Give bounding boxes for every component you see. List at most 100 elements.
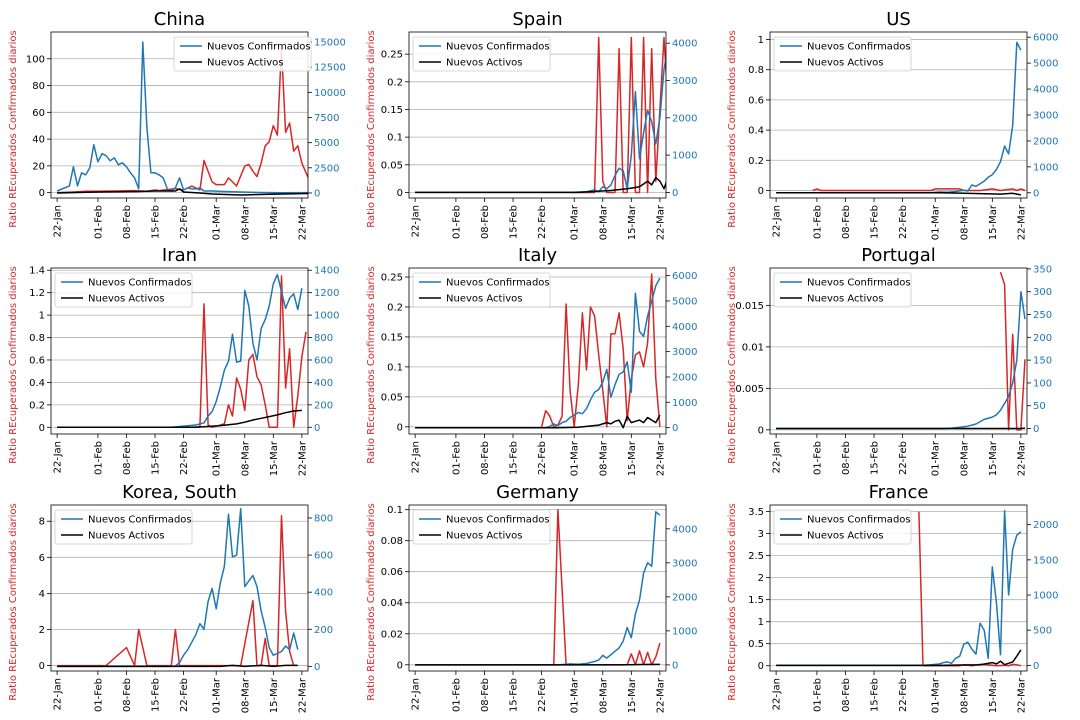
x-tick-label: 22-Feb <box>179 678 190 712</box>
y-right-tick-label: 5000 <box>1033 59 1058 70</box>
y-right-tick-label: 400 <box>314 378 333 389</box>
y-right-tick-label: 2500 <box>314 163 339 174</box>
legend-label-active: Nuevos Activos <box>88 294 165 305</box>
x-tick-label: 15-Feb <box>870 205 881 239</box>
chart-panel-china: 0 20 40 60 80 100 0 2500 5000 7500 10000 12500 15000… <box>8 9 346 240</box>
y-left-tick-label: 0.1 <box>387 133 403 144</box>
y-right-tick-label: 2000 <box>1033 520 1058 531</box>
chart-title: France <box>869 482 929 503</box>
plot-frame <box>50 504 309 672</box>
y-left-tick-label: 0.2 <box>387 302 403 313</box>
y-right-tick-label: 2000 <box>672 113 697 124</box>
chart-panel-iran: 0 0.2 0.4 0.6 0.8 1 1.2 1.4 0 200 400 600 800 1000 120… <box>8 245 339 476</box>
x-tick-label: 15-Feb <box>151 205 162 239</box>
y-right-tick-label: 4000 <box>672 322 697 333</box>
legend-label-active: Nuevos Activos <box>807 531 884 542</box>
legend: Nuevos Confirmados Nuevos Activos <box>54 272 193 308</box>
y-right-tick-label: 4000 <box>672 39 697 50</box>
y-left-tick-label: 80 <box>32 81 45 92</box>
x-tick-label: 22-Jan <box>53 678 64 710</box>
x-tick-label: 22-Feb <box>537 205 548 239</box>
legend: Nuevos Confirmados Nuevos Activos <box>773 36 912 72</box>
x-tick-label: 01-Mar <box>570 677 581 713</box>
series-line-confirmed-line <box>776 290 1026 430</box>
x-tick-label: 22-Mar <box>297 440 308 476</box>
x-tick-label: 22-Feb <box>537 678 548 712</box>
y-left-tick-label: 60 <box>32 108 45 119</box>
x-tick-label: 01-Feb <box>93 441 104 475</box>
x-tick-label: 01-Mar <box>931 677 942 713</box>
series-line-active-line <box>415 176 666 194</box>
x-tick-label: 22-Feb <box>179 441 190 475</box>
series-line-active-line <box>57 409 302 429</box>
x-tick-label: 01-Mar <box>212 204 223 240</box>
plot-frame <box>769 267 1028 435</box>
x-tick-label: 08-Mar <box>959 440 970 476</box>
y-left-tick-label: 1.4 <box>29 266 45 277</box>
y-left-axis-label: Ratio REcuperados Confirmados diarios <box>727 266 738 463</box>
y-right-tick-label: 200 <box>1033 333 1052 344</box>
series-line-confirmed-line <box>415 511 661 666</box>
x-tick-label: 22-Mar <box>1016 204 1027 240</box>
chart-title: China <box>154 9 205 30</box>
series-line-confirmed-line <box>56 41 308 194</box>
x-tick-label: 22-Mar <box>297 204 308 240</box>
y-right-tick-label: 0 <box>672 188 678 199</box>
y-left-tick-label: 8 <box>39 517 45 528</box>
x-tick-label: 15-Feb <box>509 441 520 475</box>
legend-label-confirmed: Nuevos Confirmados <box>88 278 192 289</box>
legend-label-active: Nuevos Activos <box>446 531 523 542</box>
y-right-tick-label: 1000 <box>1033 162 1058 173</box>
legend-box <box>773 272 912 308</box>
y-right-tick-label: 3000 <box>672 76 697 87</box>
legend-label-active: Nuevos Activos <box>88 531 165 542</box>
x-tick-label: 01-Feb <box>812 205 823 239</box>
legend: Nuevos Confirmados Nuevos Activos <box>773 272 912 308</box>
x-tick-label: 15-Feb <box>870 678 881 712</box>
y-right-tick-label: 0 <box>314 423 320 434</box>
y-left-axis-label: Ratio REcuperados Confirmados diarios <box>366 266 377 463</box>
y-right-tick-label: 1200 <box>314 288 339 299</box>
y-left-tick-label: 0.05 <box>381 160 403 171</box>
y-left-axis-label: Ratio REcuperados Confirmados diarios <box>8 266 19 463</box>
y-right-tick-label: 1400 <box>314 266 339 277</box>
y-right-tick-label: 300 <box>1033 287 1052 298</box>
y-right-tick-label: 800 <box>314 333 333 344</box>
legend-box <box>412 36 551 72</box>
y-left-tick-label: 0.25 <box>381 50 403 61</box>
plot-frame <box>50 31 309 199</box>
x-tick-label: 22-Feb <box>179 205 190 239</box>
chart-panel-italy: 0 0.05 0.1 0.15 0.2 0.25 0 1000 2000 3000 4000 5000… <box>366 245 697 476</box>
x-tick-label: 15-Feb <box>870 441 881 475</box>
x-tick-label: 01-Feb <box>451 205 462 239</box>
y-right-tick-label: 0 <box>314 662 320 673</box>
x-tick-label: 22-Feb <box>537 441 548 475</box>
y-right-tick-label: 400 <box>314 588 333 599</box>
x-tick-label: 01-Mar <box>212 677 223 713</box>
y-left-tick-label: 6 <box>39 553 45 564</box>
x-tick-label: 08-Mar <box>598 204 609 240</box>
y-left-axis-label: Ratio REcuperados Confirmados diarios <box>8 30 19 227</box>
x-tick-label: 22-Jan <box>53 441 64 473</box>
y-left-tick-label: 0.5 <box>748 639 764 650</box>
x-tick-label: 15-Mar <box>627 440 638 476</box>
y-right-tick-label: 600 <box>314 551 333 562</box>
legend-box <box>54 509 193 545</box>
legend-label-confirmed: Nuevos Confirmados <box>88 515 192 526</box>
x-tick-label: 22-Jan <box>772 678 783 710</box>
y-left-tick-label: 1 <box>758 617 764 628</box>
y-right-tick-label: 3000 <box>672 347 697 358</box>
x-tick-label: 01-Mar <box>931 440 942 476</box>
chart-panel-france: 0 0.5 1 1.5 2 2.5 3 3.5 0 500 1000 1500 2000 22-Jan 01… <box>727 482 1058 713</box>
y-left-tick-label: 0.8 <box>748 65 764 76</box>
y-left-tick-label: 40 <box>32 135 45 146</box>
y-right-tick-label: 4000 <box>1033 85 1058 96</box>
legend: Nuevos Confirmados Nuevos Activos <box>412 36 551 72</box>
legend-label-confirmed: Nuevos Confirmados <box>446 278 550 289</box>
x-tick-label: 15-Mar <box>269 204 280 240</box>
x-tick-label: 22-Mar <box>1016 677 1027 713</box>
y-left-tick-label: 0 <box>39 188 45 199</box>
legend-label-active: Nuevos Activos <box>446 58 523 69</box>
plot-frame <box>769 504 1028 672</box>
